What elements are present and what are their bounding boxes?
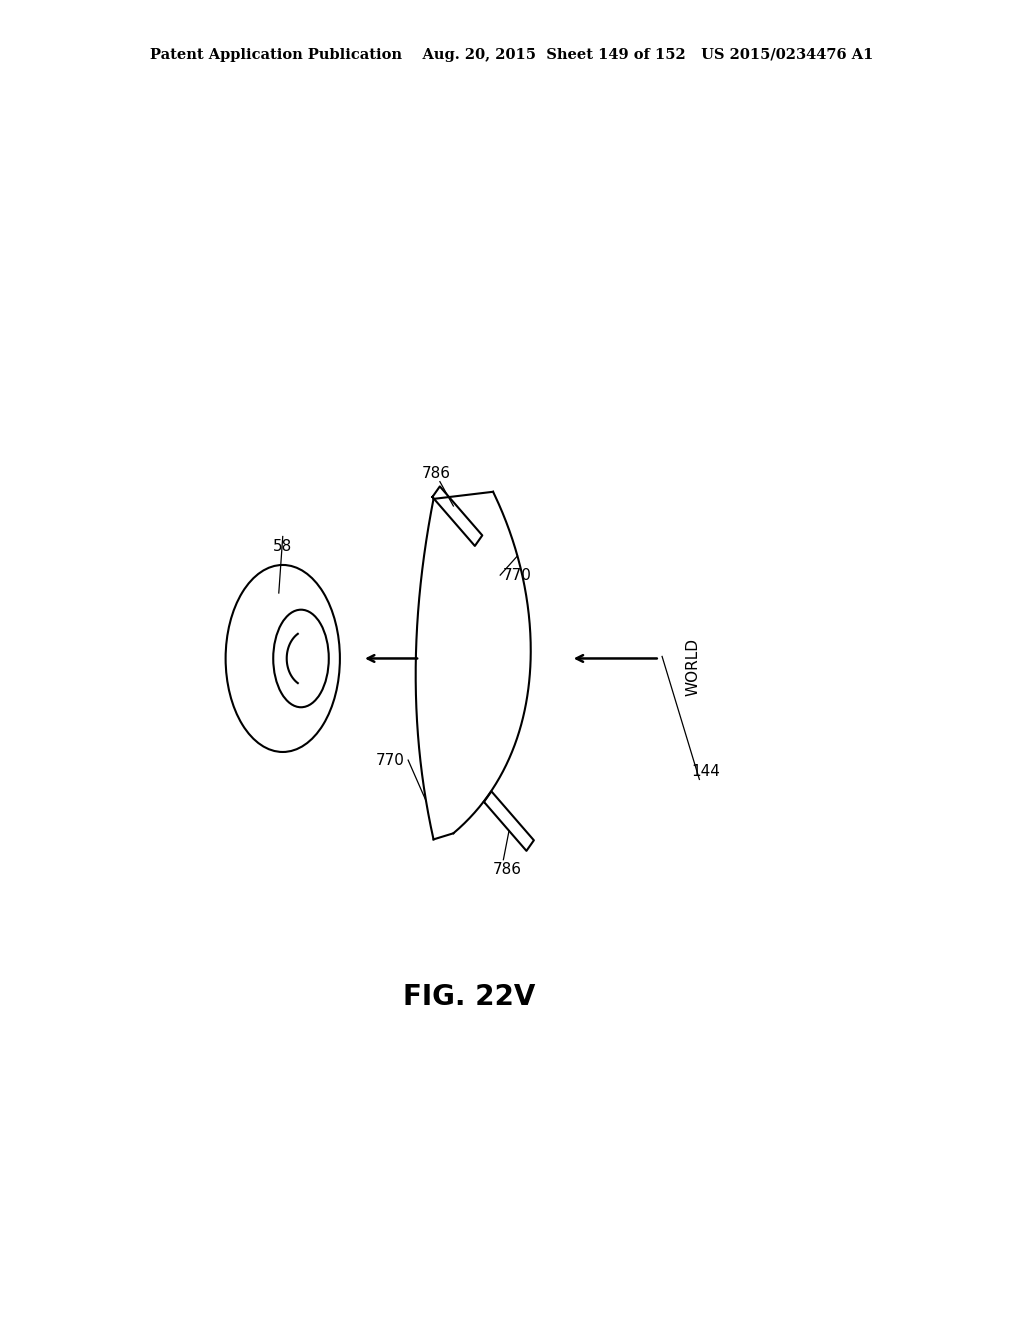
Text: WORLD: WORLD — [685, 638, 700, 696]
Text: 770: 770 — [503, 568, 531, 582]
Text: FIG. 22V: FIG. 22V — [403, 983, 536, 1011]
Text: 58: 58 — [273, 539, 293, 554]
Text: Patent Application Publication    Aug. 20, 2015  Sheet 149 of 152   US 2015/0234: Patent Application Publication Aug. 20, … — [151, 49, 873, 62]
Text: 770: 770 — [376, 752, 404, 768]
Text: 144: 144 — [691, 764, 720, 779]
Text: 786: 786 — [422, 466, 451, 480]
Text: 786: 786 — [493, 862, 522, 878]
